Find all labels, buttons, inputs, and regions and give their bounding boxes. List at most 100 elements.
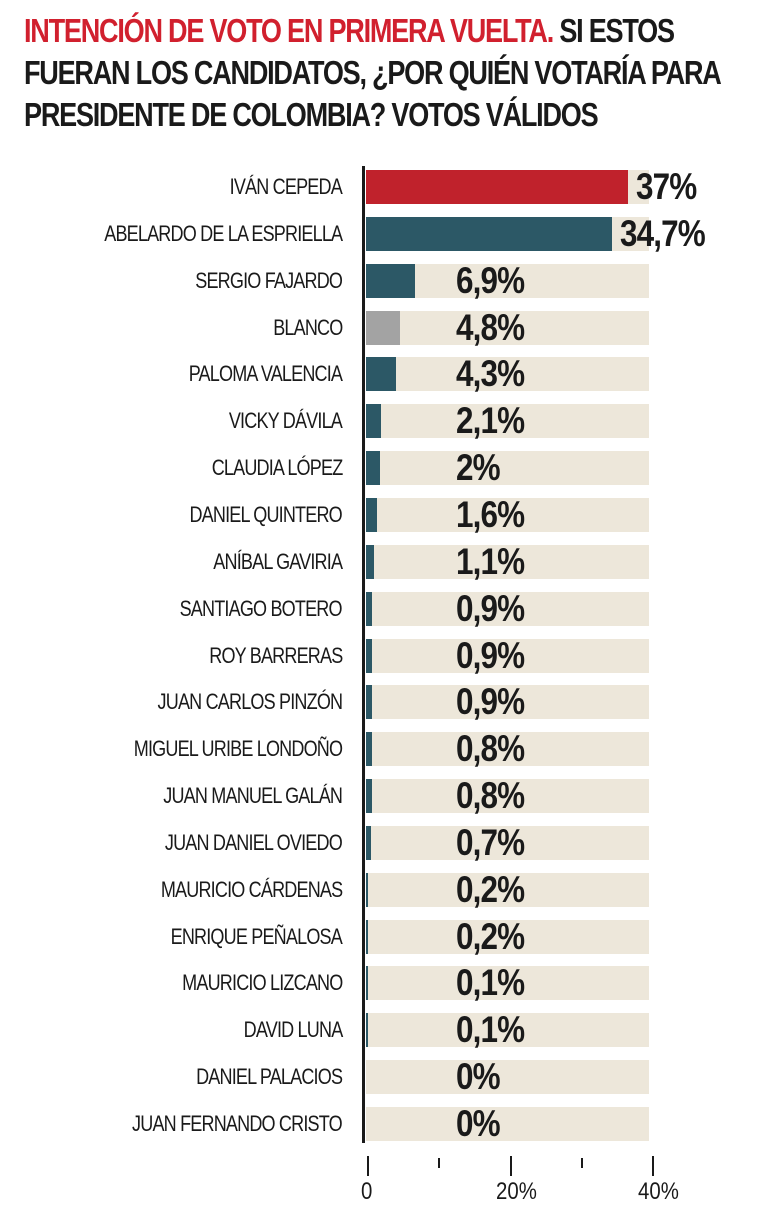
- bar-track: [366, 357, 649, 392]
- chart-row: SANTIAGO BOTERO 0,9%: [0, 587, 768, 629]
- value-label: 0,7%: [456, 821, 525, 863]
- bar-track: [366, 732, 649, 767]
- candidate-label: MAURICIO CÁRDENAS: [160, 876, 342, 902]
- bar: [366, 1013, 368, 1048]
- candidate-label: SERGIO FAJARDO: [195, 267, 343, 293]
- chart-row: BLANCO 4,8%: [0, 306, 768, 348]
- axis-tick: [509, 1156, 512, 1176]
- value-label: 4,8%: [456, 306, 525, 348]
- candidate-label: PALOMA VALENCIA: [188, 361, 343, 387]
- chart-row: MAURICIO LIZCANO 0,1%: [0, 963, 768, 1003]
- bar-track: [366, 310, 649, 345]
- candidate-label: MIGUEL URIBE LONDOÑO: [133, 736, 343, 762]
- value-label: 37%: [635, 166, 697, 207]
- axis-tick: [580, 1158, 583, 1168]
- chart-row: JUAN FERNANDO CRISTO 0%: [0, 1103, 768, 1144]
- bar-track: [366, 872, 649, 907]
- candidate-label: CLAUDIA LÓPEZ: [211, 455, 343, 481]
- bar-track: [366, 1107, 649, 1141]
- value-label: 1,6%: [456, 493, 525, 535]
- value-label: 0,9%: [456, 634, 525, 676]
- chart-row: SERGIO FAJARDO 6,9%: [0, 259, 768, 301]
- candidate-label: DAVID LUNA: [243, 1017, 343, 1043]
- value-label: 0%: [456, 1103, 501, 1144]
- value-label: 2,1%: [456, 400, 525, 442]
- bar: [366, 544, 374, 579]
- chart-title-question: SI ESTOS FUERAN LOS CANDIDATOS, ¿POR QUI…: [24, 12, 721, 133]
- candidate-label: JUAN CARLOS PINZÓN: [157, 689, 343, 715]
- bar: [366, 779, 372, 814]
- value-label: 0,9%: [456, 587, 525, 629]
- chart-row: DANIEL QUINTERO 1,6%: [0, 493, 768, 535]
- chart-row: DAVID LUNA 0,1%: [0, 1009, 768, 1051]
- value-label: 2%: [456, 447, 501, 489]
- chart-row: ROY BARRERAS 0,9%: [0, 634, 768, 676]
- bar-track: [366, 497, 649, 532]
- chart-row: ABELARDO DE LA ESPRIELLA 34,7%: [0, 213, 768, 253]
- candidate-label: JUAN MANUEL GALÁN: [163, 783, 343, 809]
- candidate-label: JUAN DANIEL OVIEDO: [164, 829, 343, 855]
- bar: [366, 591, 373, 626]
- bar-track: [366, 638, 649, 673]
- candidate-label: ANÍBAL GAVIRIA: [213, 548, 343, 574]
- bar: [366, 170, 628, 204]
- chart-row: PALOMA VALENCIA 4,3%: [0, 353, 768, 395]
- value-label: 0,2%: [456, 868, 525, 910]
- axis-tick-label: 0: [361, 1178, 373, 1205]
- candidate-label: JUAN FERNANDO CRISTO: [132, 1111, 343, 1136]
- chart-row: CLAUDIA LÓPEZ 2%: [0, 447, 768, 489]
- candidate-label: ENRIQUE PEÑALOSA: [170, 923, 343, 949]
- value-label: 0,8%: [456, 775, 525, 817]
- value-label: 0,1%: [456, 1009, 525, 1051]
- bar: [366, 404, 381, 439]
- candidate-label: VICKY DÁVILA: [228, 408, 343, 434]
- bar: [366, 638, 373, 673]
- bar-track: [366, 591, 649, 626]
- bar: [366, 310, 400, 345]
- candidate-label: ROY BARRERAS: [208, 642, 343, 668]
- chart-row: DANIEL PALACIOS 0%: [0, 1057, 768, 1097]
- chart-row: IVÁN CEPEDA 37%: [0, 166, 768, 207]
- candidate-label: DANIEL QUINTERO: [189, 501, 343, 527]
- axis-tick-label: 40%: [638, 1178, 679, 1205]
- value-label: 1,1%: [456, 540, 525, 582]
- bar: [366, 263, 415, 298]
- candidate-label: MAURICIO LIZCANO: [181, 970, 343, 996]
- value-label: 0,2%: [456, 915, 525, 957]
- chart-row: JUAN CARLOS PINZÓN 0,9%: [0, 681, 768, 723]
- bar: [366, 685, 373, 720]
- bar: [366, 732, 372, 767]
- chart-row: MIGUEL URIBE LONDOÑO 0,8%: [0, 728, 768, 770]
- chart-row: MAURICIO CÁRDENAS 0,2%: [0, 868, 768, 910]
- chart-row: JUAN DANIEL OVIEDO 0,7%: [0, 821, 768, 863]
- bar-track: [366, 779, 649, 814]
- bar-track: [366, 1060, 649, 1095]
- axis-tick: [367, 1156, 369, 1176]
- chart-row: JUAN MANUEL GALÁN 0,8%: [0, 775, 768, 817]
- axis-tick: [438, 1158, 441, 1168]
- bar-track: [366, 685, 649, 720]
- value-label: 0,8%: [456, 728, 525, 770]
- bar: [366, 825, 371, 860]
- candidate-label: ABELARDO DE LA ESPRIELLA: [103, 220, 343, 246]
- bar: [366, 357, 397, 392]
- chart-row: ENRIQUE PEÑALOSA 0,2%: [0, 915, 768, 957]
- bar-track: [366, 825, 649, 860]
- bar: [366, 216, 612, 251]
- candidate-label: BLANCO: [272, 314, 343, 340]
- bar-track: [366, 919, 649, 954]
- value-label: 6,9%: [456, 259, 525, 301]
- candidate-label: IVÁN CEPEDA: [229, 174, 343, 199]
- bar-track: [366, 544, 649, 579]
- bar-track: [366, 1013, 649, 1048]
- bar: [366, 872, 368, 907]
- value-label: 4,3%: [456, 353, 525, 395]
- axis-tick: [652, 1156, 654, 1176]
- value-label: 0,9%: [456, 681, 525, 723]
- bar-track: [366, 404, 649, 439]
- bar: [366, 919, 368, 954]
- bar-track: [366, 966, 649, 1001]
- axis-tick-label: 20%: [495, 1178, 537, 1205]
- bar-track: [366, 451, 649, 486]
